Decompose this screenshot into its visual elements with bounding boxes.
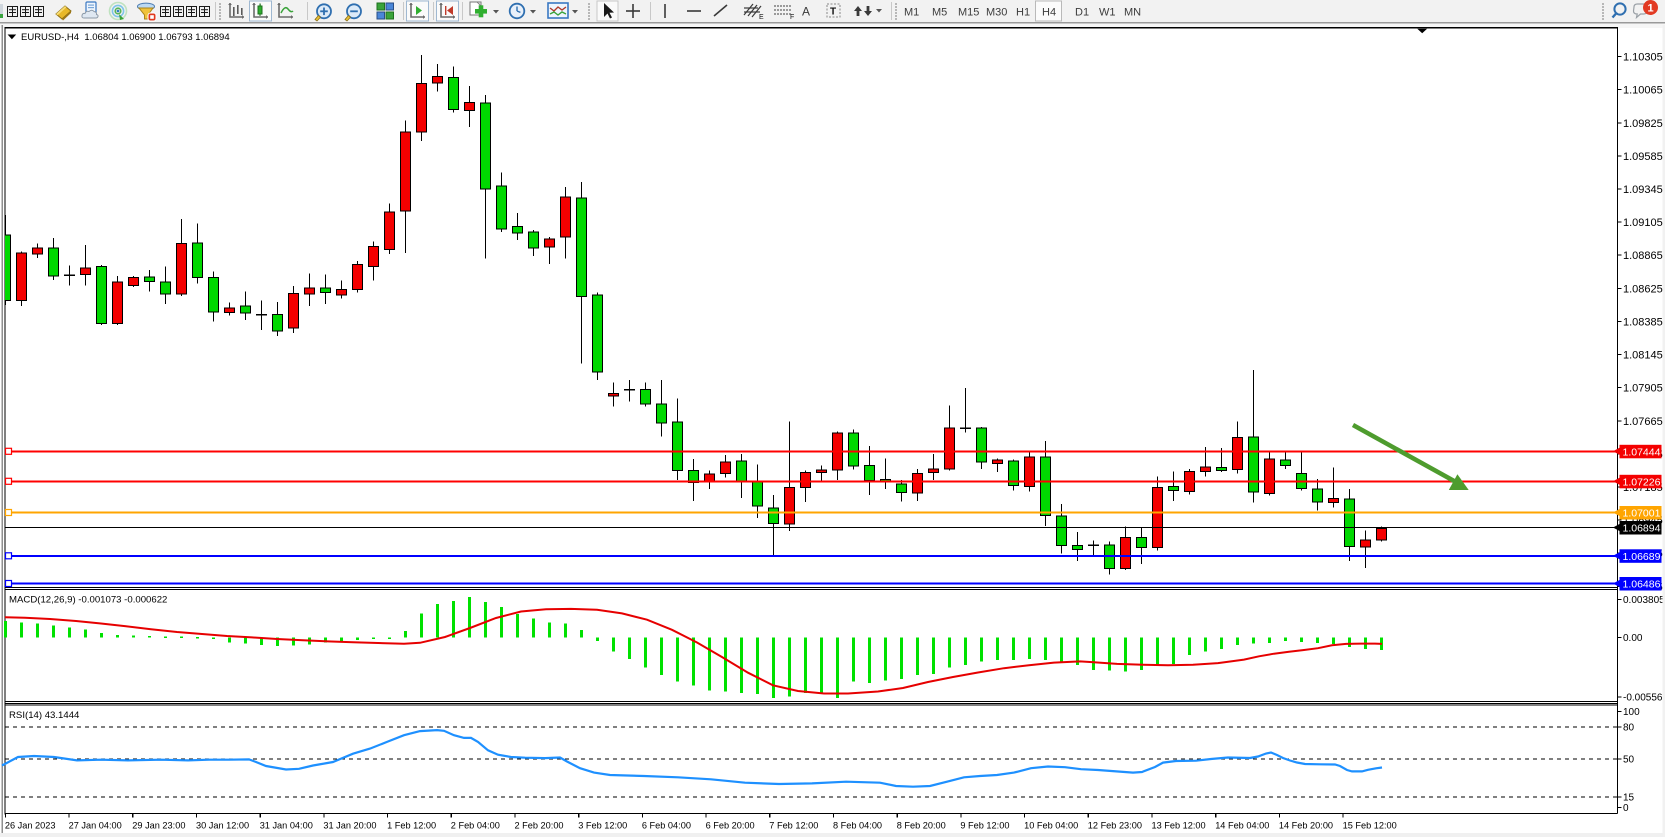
svg-text:H1: H1 (1016, 7, 1030, 19)
svg-text:27 Jan 04:00: 27 Jan 04:00 (69, 821, 122, 831)
svg-text:9 Feb 12:00: 9 Feb 12:00 (960, 821, 1009, 831)
svg-text:12 Feb 23:00: 12 Feb 23:00 (1088, 821, 1142, 831)
svg-text:M1: M1 (904, 7, 919, 19)
svg-text:-0.005569: -0.005569 (1623, 692, 1665, 703)
svg-text:1.06894: 1.06894 (1623, 523, 1661, 535)
svg-text:1.08625: 1.08625 (1623, 283, 1663, 295)
svg-text:1.10305: 1.10305 (1623, 52, 1663, 64)
svg-text:1.10065: 1.10065 (1623, 85, 1663, 97)
svg-text:50: 50 (1623, 755, 1635, 766)
svg-text:8 Feb 20:00: 8 Feb 20:00 (897, 821, 946, 831)
svg-text:MN: MN (1124, 7, 1141, 19)
svg-text:0: 0 (1623, 803, 1629, 814)
svg-text:1.09105: 1.09105 (1623, 217, 1663, 229)
svg-text:M5: M5 (932, 7, 947, 19)
svg-text:1.09345: 1.09345 (1623, 184, 1663, 196)
svg-text:1.06486: 1.06486 (1623, 579, 1661, 591)
svg-text:30 Jan 12:00: 30 Jan 12:00 (196, 821, 249, 831)
svg-text:1.07665: 1.07665 (1623, 416, 1663, 428)
svg-text:2 Feb 20:00: 2 Feb 20:00 (515, 821, 564, 831)
svg-text:2 Feb 04:00: 2 Feb 04:00 (451, 821, 500, 831)
svg-text:1.09585: 1.09585 (1623, 151, 1663, 163)
svg-text:M30: M30 (986, 7, 1007, 19)
svg-text:1.06689: 1.06689 (1623, 551, 1661, 563)
svg-text:E: E (759, 14, 764, 21)
svg-text:6 Feb 20:00: 6 Feb 20:00 (706, 821, 755, 831)
svg-text:W1: W1 (1099, 7, 1116, 19)
svg-text:7 Feb 12:00: 7 Feb 12:00 (769, 821, 818, 831)
svg-text:T: T (830, 7, 836, 18)
svg-text:3 Feb 12:00: 3 Feb 12:00 (578, 821, 627, 831)
svg-text:0.00: 0.00 (1623, 633, 1643, 644)
svg-text:15 Feb 12:00: 15 Feb 12:00 (1343, 821, 1397, 831)
svg-text:1.08145: 1.08145 (1623, 350, 1663, 362)
svg-text:M15: M15 (958, 7, 979, 19)
svg-text:A: A (802, 5, 810, 19)
svg-text:13 Feb 12:00: 13 Feb 12:00 (1152, 821, 1206, 831)
svg-text:6 Feb 04:00: 6 Feb 04:00 (642, 821, 691, 831)
svg-text:26 Jan 2023: 26 Jan 2023 (5, 821, 56, 831)
svg-text:EURUSD-,H4 1.06804 1.06900 1.: EURUSD-,H4 1.06804 1.06900 1.06793 1.068… (21, 32, 230, 43)
svg-text:29 Jan 23:00: 29 Jan 23:00 (132, 821, 185, 831)
svg-text:14 Feb 04:00: 14 Feb 04:00 (1215, 821, 1269, 831)
svg-text:31 Jan 04:00: 31 Jan 04:00 (260, 821, 313, 831)
svg-text:MACD(12,26,9) -0.001073 -0.000: MACD(12,26,9) -0.001073 -0.000622 (9, 595, 167, 606)
svg-text:80: 80 (1623, 723, 1635, 734)
svg-text:1.07444: 1.07444 (1623, 446, 1661, 458)
svg-text:1 Feb 12:00: 1 Feb 12:00 (387, 821, 436, 831)
svg-text:1.09825: 1.09825 (1623, 118, 1663, 130)
svg-text:D1: D1 (1075, 7, 1089, 19)
svg-text:1.08385: 1.08385 (1623, 316, 1663, 328)
svg-text:H4: H4 (1042, 7, 1056, 19)
svg-text:15: 15 (1623, 792, 1635, 803)
svg-text:F: F (790, 14, 794, 21)
svg-text:14 Feb 20:00: 14 Feb 20:00 (1279, 821, 1333, 831)
svg-text:RSI(14) 43.1444: RSI(14) 43.1444 (9, 710, 80, 721)
svg-text:1.07226: 1.07226 (1623, 476, 1661, 488)
svg-text:100: 100 (1623, 707, 1640, 718)
svg-text:1.07905: 1.07905 (1623, 383, 1663, 395)
svg-text:31 Jan 20:00: 31 Jan 20:00 (323, 821, 376, 831)
svg-text:1.07001: 1.07001 (1623, 508, 1661, 520)
svg-text:0.003805: 0.003805 (1623, 595, 1665, 606)
svg-text:1: 1 (1647, 3, 1653, 15)
svg-text:1.08865: 1.08865 (1623, 250, 1663, 262)
svg-text:8 Feb 04:00: 8 Feb 04:00 (833, 821, 882, 831)
svg-text:10 Feb 04:00: 10 Feb 04:00 (1024, 821, 1078, 831)
